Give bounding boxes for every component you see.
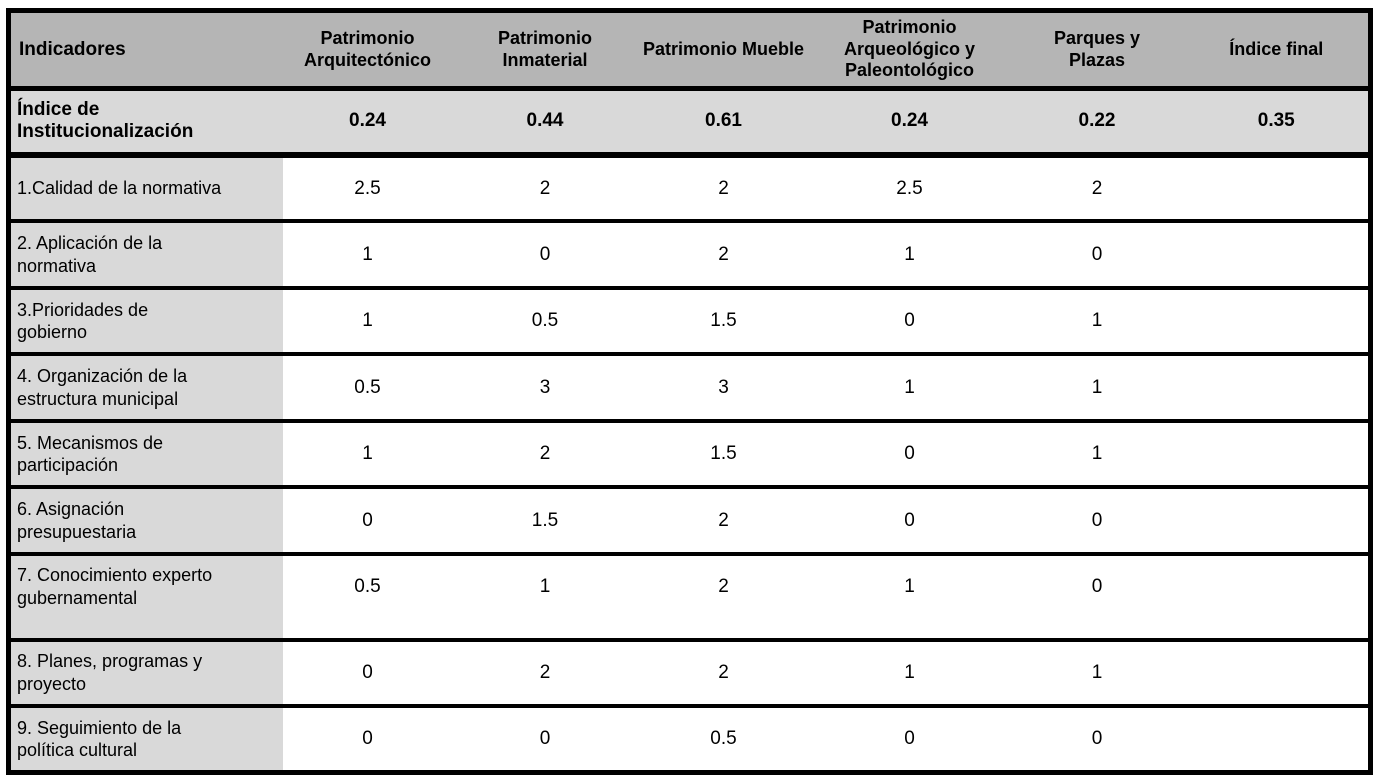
cell-value <box>1184 639 1371 707</box>
column-header-patrimonio-arqueologico-paleontologico: Patrimonio Arqueológico y Paleontológico <box>809 10 1010 89</box>
cell-value: 2 <box>637 553 810 640</box>
cell-value <box>1184 287 1371 355</box>
cell-value: 0 <box>452 221 638 288</box>
table-row: 5. Mecanismos de participación 1 2 1.5 0… <box>8 420 1371 488</box>
cell-value: 1.5 <box>452 487 638 554</box>
cell-value: 0 <box>1009 553 1185 640</box>
cell-value: 1.5 <box>637 287 810 355</box>
cell-value: 1 <box>1009 639 1185 707</box>
cell-value: 1 <box>282 420 453 488</box>
summary-row-label: Índice de Institucionalización <box>8 88 283 155</box>
cell-value: 1 <box>1009 287 1185 355</box>
cell-value: 0 <box>282 639 453 707</box>
cell-value: 0 <box>809 420 1010 488</box>
cell-value: 0.5 <box>282 354 453 421</box>
summary-value-indice-final: 0.35 <box>1184 88 1371 155</box>
row-label: 1.Calidad de la normativa <box>8 154 283 222</box>
cell-value: 0.5 <box>282 553 453 640</box>
row-label: 5. Mecanismos de participación <box>8 420 283 488</box>
table-row: 4. Organización de la estructura municip… <box>8 354 1371 421</box>
table-row: 1.Calidad de la normativa 2.5 2 2 2.5 2 <box>8 154 1371 222</box>
row-label: 3.Prioridades de gobierno <box>8 287 283 355</box>
cell-value: 2 <box>452 154 638 222</box>
cell-value <box>1184 553 1371 640</box>
cell-value: 1 <box>809 354 1010 421</box>
institutionalization-index-table: Indicadores Patrimonio Arquitectónico Pa… <box>6 8 1373 775</box>
column-header-indice-final: Índice final <box>1184 10 1371 89</box>
row-label: 2. Aplicación de la normativa <box>8 221 283 288</box>
cell-value: 2 <box>637 487 810 554</box>
cell-value: 1 <box>1009 420 1185 488</box>
cell-value <box>1184 420 1371 488</box>
cell-value: 0 <box>282 487 453 554</box>
cell-value: 0 <box>1009 221 1185 288</box>
summary-value: 0.24 <box>809 88 1010 155</box>
cell-value: 2 <box>452 639 638 707</box>
column-header-patrimonio-inmaterial: Patrimonio Inmaterial <box>452 10 638 89</box>
cell-value: 0.5 <box>637 706 810 773</box>
cell-value: 0 <box>809 487 1010 554</box>
summary-value: 0.22 <box>1009 88 1185 155</box>
summary-value: 0.44 <box>452 88 638 155</box>
cell-value: 2 <box>637 639 810 707</box>
row-label: 8. Planes, programas y proyecto <box>8 639 283 707</box>
column-header-patrimonio-mueble: Patrimonio Mueble <box>637 10 810 89</box>
cell-value: 0 <box>1009 487 1185 554</box>
cell-value: 2.5 <box>282 154 453 222</box>
cell-value: 2 <box>637 221 810 288</box>
table-row: 7. Conocimiento experto gubernamental 0.… <box>8 553 1371 640</box>
table-row: 2. Aplicación de la normativa 1 0 2 1 0 <box>8 221 1371 288</box>
summary-value: 0.61 <box>637 88 810 155</box>
cell-value <box>1184 354 1371 421</box>
column-header-parques-y-plazas: Parques y Plazas <box>1009 10 1185 89</box>
summary-row: Índice de Institucionalización 0.24 0.44… <box>8 88 1371 155</box>
cell-value: 1 <box>1009 354 1185 421</box>
summary-value: 0.24 <box>282 88 453 155</box>
cell-value <box>1184 706 1371 773</box>
cell-value: 3 <box>452 354 638 421</box>
cell-value: 0 <box>452 706 638 773</box>
cell-value: 0 <box>809 706 1010 773</box>
cell-value <box>1184 154 1371 222</box>
table-row: 8. Planes, programas y proyecto 0 2 2 1 … <box>8 639 1371 707</box>
cell-value: 1.5 <box>637 420 810 488</box>
cell-value: 1 <box>809 639 1010 707</box>
cell-value: 2.5 <box>809 154 1010 222</box>
cell-value: 0 <box>809 287 1010 355</box>
cell-value: 2 <box>452 420 638 488</box>
column-header-indicadores: Indicadores <box>8 10 283 89</box>
cell-value: 1 <box>809 221 1010 288</box>
cell-value: 1 <box>452 553 638 640</box>
cell-value: 0 <box>1009 706 1185 773</box>
row-label: 4. Organización de la estructura municip… <box>8 354 283 421</box>
cell-value: 2 <box>1009 154 1185 222</box>
cell-value: 3 <box>637 354 810 421</box>
row-label: 6. Asignación presupuestaria <box>8 487 283 554</box>
cell-value: 1 <box>282 221 453 288</box>
cell-value: 1 <box>282 287 453 355</box>
row-label: 7. Conocimiento experto gubernamental <box>8 553 283 640</box>
cell-value <box>1184 221 1371 288</box>
cell-value <box>1184 487 1371 554</box>
cell-value: 1 <box>809 553 1010 640</box>
table-header-row: Indicadores Patrimonio Arquitectónico Pa… <box>8 10 1371 89</box>
cell-value: 0 <box>282 706 453 773</box>
table-row: 3.Prioridades de gobierno 1 0.5 1.5 0 1 <box>8 287 1371 355</box>
row-label: 9. Seguimiento de la política cultural <box>8 706 283 773</box>
cell-value: 2 <box>637 154 810 222</box>
table-row: 9. Seguimiento de la política cultural 0… <box>8 706 1371 773</box>
cell-value: 0.5 <box>452 287 638 355</box>
table-row: 6. Asignación presupuestaria 0 1.5 2 0 0 <box>8 487 1371 554</box>
column-header-patrimonio-arquitectonico: Patrimonio Arquitectónico <box>282 10 453 89</box>
